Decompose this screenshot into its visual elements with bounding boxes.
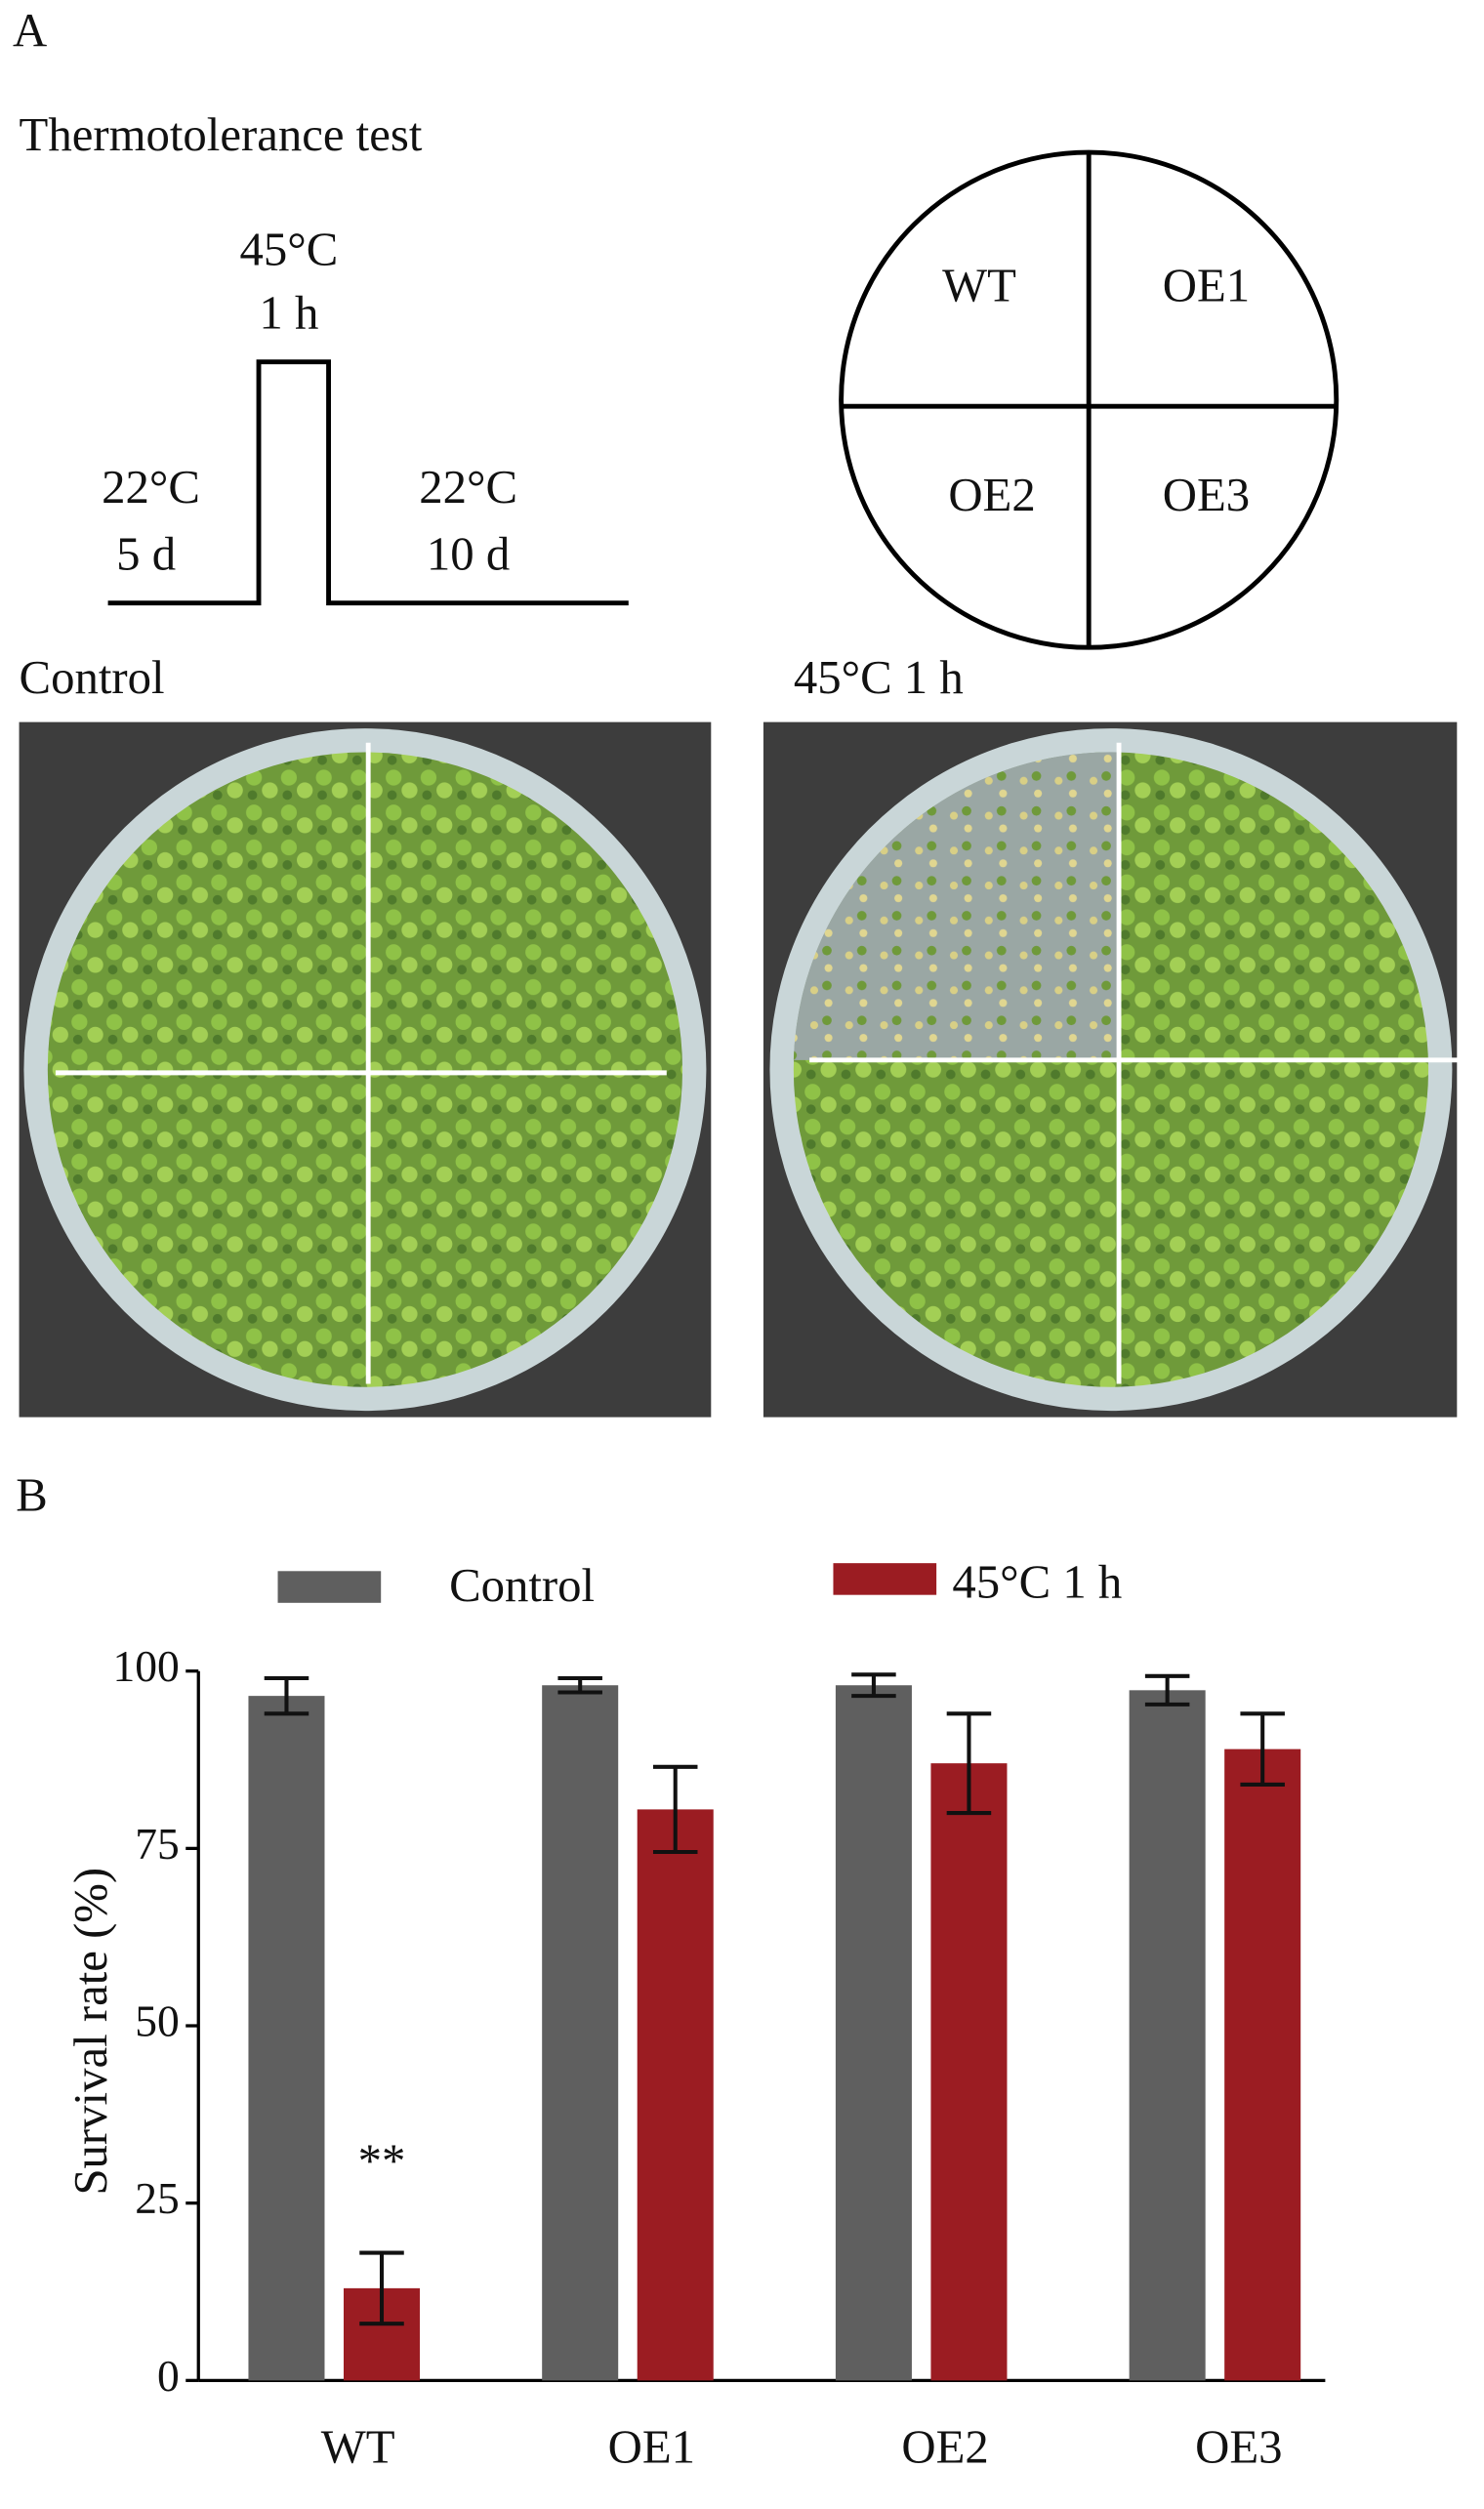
legend-swatch: [833, 1563, 937, 1595]
quadrant-label: OE1: [1163, 260, 1250, 312]
error-bar: [359, 2250, 404, 2326]
y-tick-label: 50: [135, 1995, 179, 2045]
error-bar: [1240, 1711, 1285, 1787]
error-bar: [851, 1672, 896, 1699]
step-duration: 10 d: [427, 527, 510, 580]
x-tick-label: OE2: [901, 2421, 988, 2474]
panel-label: A: [13, 4, 47, 57]
photo-label: 45°C 1 h: [794, 651, 964, 704]
bar: [542, 1685, 619, 2381]
y-tick-label: 0: [157, 2351, 180, 2401]
y-tick-label: 100: [112, 1641, 179, 1691]
error-bar: [946, 1711, 992, 1816]
step-duration: 1 h: [259, 286, 318, 339]
photo: [19, 721, 712, 1418]
step-temp: 22°C: [419, 461, 517, 514]
error-bar: [652, 1764, 698, 1855]
quadrant-label: OE2: [948, 469, 1035, 521]
bar: [835, 1685, 912, 2381]
panel-title: Thermotolerance test: [20, 108, 423, 161]
quadrant-label: OE3: [1163, 469, 1250, 521]
step-duration: 5 d: [116, 527, 176, 580]
bar: [930, 1763, 1008, 2381]
bar: [1224, 1748, 1301, 2381]
y-tick-label: 75: [135, 1819, 179, 1869]
step-temp: 22°C: [102, 461, 200, 514]
legend-label: 45°C 1 h: [952, 1556, 1122, 1609]
x-tick-label: WT: [321, 2421, 395, 2474]
error-bar: [1144, 1673, 1190, 1707]
y-tick-label: 25: [135, 2173, 179, 2223]
photo-label: Control: [20, 651, 165, 704]
bar: [1129, 1690, 1206, 2381]
y-axis-label: Survival rate (%): [64, 1868, 117, 2196]
panel-label: B: [16, 1468, 48, 1521]
error-bar: [557, 1675, 602, 1695]
annotation: **: [358, 2134, 406, 2187]
error-bar: [264, 1675, 309, 1716]
bar: [248, 1696, 325, 2381]
temperature-profile: [107, 359, 629, 606]
legend-label: Control: [449, 1559, 595, 1612]
photo: [763, 721, 1463, 1418]
x-tick-label: OE3: [1195, 2421, 1282, 2474]
bar: [637, 1809, 714, 2381]
step-temp: 45°C: [240, 223, 339, 275]
quadrant-label: WT: [942, 260, 1016, 312]
legend-swatch: [277, 1571, 382, 1603]
x-tick-label: OE1: [608, 2421, 695, 2474]
